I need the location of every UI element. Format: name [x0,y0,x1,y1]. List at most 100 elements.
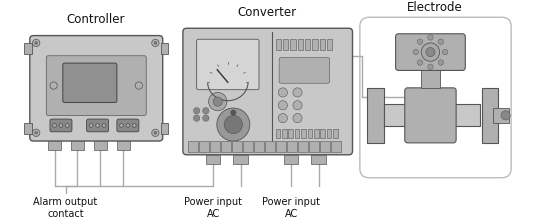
Bar [211,141,220,152]
Circle shape [193,108,200,114]
Text: Power input
AC: Power input AC [184,197,242,219]
Bar [233,155,248,164]
FancyBboxPatch shape [197,39,259,90]
Circle shape [96,124,99,127]
Bar [305,39,310,50]
Bar [283,39,288,50]
Circle shape [278,113,287,123]
Text: Power input
AC: Power input AC [262,197,320,219]
FancyBboxPatch shape [279,57,329,83]
Bar [308,129,312,138]
Bar [94,141,107,150]
Circle shape [202,115,209,121]
Bar [333,129,338,138]
Circle shape [442,49,448,55]
Circle shape [231,110,236,115]
Bar [276,141,286,152]
Circle shape [59,124,63,127]
Bar [161,43,168,54]
Bar [244,141,253,152]
Bar [327,129,332,138]
Bar [275,39,281,50]
Bar [282,129,287,138]
FancyBboxPatch shape [396,34,465,70]
Bar [295,129,299,138]
Bar [320,39,325,50]
Circle shape [32,129,40,137]
Circle shape [35,42,38,44]
Circle shape [152,129,159,137]
Bar [288,129,293,138]
Circle shape [65,124,69,127]
Bar [48,141,61,150]
Bar [232,141,241,152]
Bar [320,141,329,152]
Circle shape [154,42,157,44]
Circle shape [428,35,433,40]
Text: Electrode: Electrode [407,1,463,14]
Circle shape [438,39,443,44]
Circle shape [50,82,57,89]
Text: Alarm output
contact: Alarm output contact [33,197,98,219]
Circle shape [53,124,56,127]
FancyBboxPatch shape [405,88,456,143]
Circle shape [501,111,510,120]
FancyBboxPatch shape [46,56,146,115]
Circle shape [293,101,302,110]
Bar [309,141,319,152]
Circle shape [126,124,130,127]
Text: Controller: Controller [66,13,125,26]
Circle shape [421,43,440,61]
Bar [161,123,168,134]
Text: Converter: Converter [238,6,297,19]
FancyBboxPatch shape [30,36,163,141]
Circle shape [224,115,242,134]
Bar [290,39,296,50]
Circle shape [154,131,157,134]
Bar [284,155,299,164]
Circle shape [132,124,136,127]
Bar [71,141,84,150]
Circle shape [208,92,227,111]
FancyBboxPatch shape [63,63,117,103]
Bar [482,88,498,143]
FancyBboxPatch shape [50,119,72,132]
Bar [493,108,509,123]
Circle shape [428,64,433,69]
Circle shape [135,82,143,89]
Bar [24,123,32,134]
Bar [287,141,296,152]
Circle shape [278,88,287,97]
Circle shape [120,124,123,127]
Bar [24,43,32,54]
Bar [221,141,231,152]
Circle shape [278,101,287,110]
Bar [117,141,130,150]
Bar [298,39,303,50]
Bar [320,129,325,138]
Bar [266,141,274,152]
Circle shape [217,108,250,141]
Bar [254,141,264,152]
Circle shape [90,124,93,127]
Bar [384,104,480,126]
Bar [314,129,319,138]
Circle shape [426,48,435,57]
FancyBboxPatch shape [86,119,109,132]
Circle shape [293,88,302,97]
Bar [332,141,341,152]
Circle shape [213,97,222,106]
Bar [421,34,440,88]
Bar [206,155,220,164]
Circle shape [413,49,418,55]
Bar [275,129,280,138]
Bar [188,141,198,152]
Circle shape [417,39,423,44]
Circle shape [32,39,40,47]
FancyBboxPatch shape [183,28,353,155]
Circle shape [293,113,302,123]
Bar [311,155,326,164]
Bar [299,141,308,152]
Circle shape [438,60,443,65]
Circle shape [417,60,423,65]
